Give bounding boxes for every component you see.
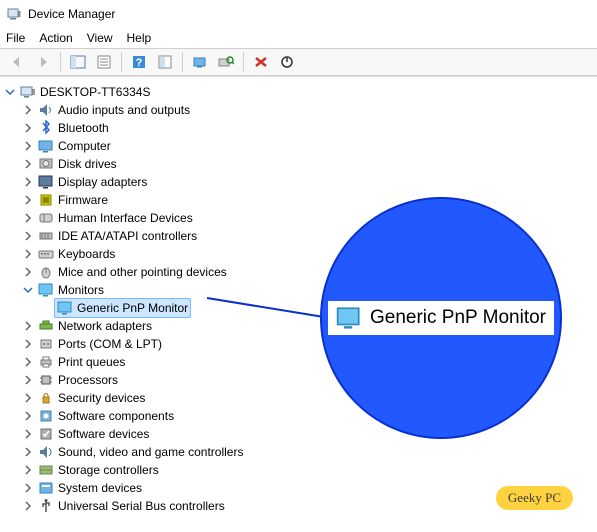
forward-button (31, 51, 55, 73)
titlebar: Device Manager (0, 0, 597, 28)
watermark-badge: Geeky PC (496, 486, 573, 510)
toolbar-separator (60, 52, 61, 72)
svg-text:?: ? (136, 57, 143, 69)
toolbar-separator (182, 52, 183, 72)
menu-file[interactable]: File (6, 31, 25, 45)
back-button (5, 51, 29, 73)
help-button[interactable]: ? (127, 51, 151, 73)
update-driver-button[interactable] (188, 51, 212, 73)
menu-view[interactable]: View (87, 31, 113, 45)
disable-button[interactable] (275, 51, 299, 73)
app-icon (6, 6, 22, 22)
menu-action[interactable]: Action (39, 31, 72, 45)
device-tree: DESKTOP-TT6334SAudio inputs and outputsB… (0, 76, 597, 532)
monitor-icon (336, 305, 362, 331)
show-hide-console-tree-button[interactable] (66, 51, 90, 73)
window-title: Device Manager (28, 7, 115, 21)
menubar: File Action View Help (0, 28, 597, 48)
toolbar-separator (243, 52, 244, 72)
properties-button[interactable] (92, 51, 116, 73)
scan-hardware-button[interactable] (214, 51, 238, 73)
callout-box: Generic PnP Monitor (328, 301, 554, 335)
action-button[interactable] (153, 51, 177, 73)
uninstall-button[interactable] (249, 51, 273, 73)
callout-text: Generic PnP Monitor (370, 307, 546, 329)
menu-help[interactable]: Help (127, 31, 152, 45)
callout-circle: Generic PnP Monitor (320, 197, 562, 439)
toolbar: ? (0, 48, 597, 76)
toolbar-separator (121, 52, 122, 72)
